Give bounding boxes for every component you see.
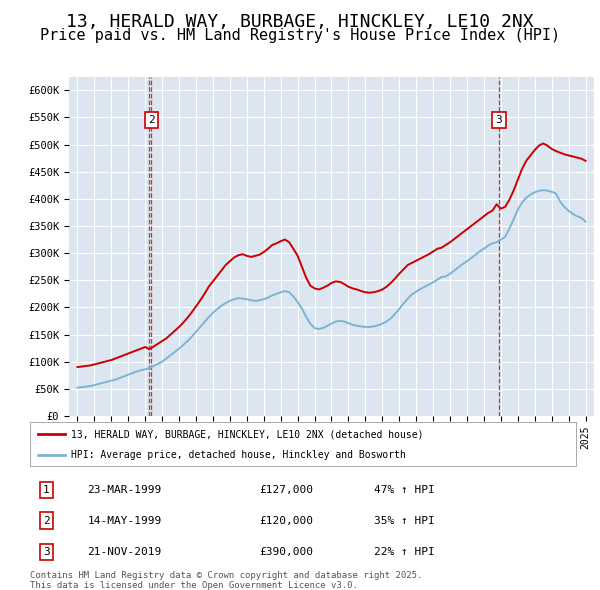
Text: 2: 2 (148, 115, 155, 125)
Text: 14-MAY-1999: 14-MAY-1999 (88, 516, 161, 526)
Text: 13, HERALD WAY, BURBAGE, HINCKLEY, LE10 2NX (detached house): 13, HERALD WAY, BURBAGE, HINCKLEY, LE10 … (71, 430, 424, 439)
Text: £390,000: £390,000 (259, 547, 313, 557)
Text: 1: 1 (43, 485, 50, 495)
Text: 35% ↑ HPI: 35% ↑ HPI (374, 516, 435, 526)
Text: Contains HM Land Registry data © Crown copyright and database right 2025.
This d: Contains HM Land Registry data © Crown c… (30, 571, 422, 590)
Text: Price paid vs. HM Land Registry's House Price Index (HPI): Price paid vs. HM Land Registry's House … (40, 28, 560, 43)
Text: £127,000: £127,000 (259, 485, 313, 495)
Text: 21-NOV-2019: 21-NOV-2019 (88, 547, 161, 557)
Text: 47% ↑ HPI: 47% ↑ HPI (374, 485, 435, 495)
Text: 13, HERALD WAY, BURBAGE, HINCKLEY, LE10 2NX: 13, HERALD WAY, BURBAGE, HINCKLEY, LE10 … (66, 13, 534, 31)
Text: 23-MAR-1999: 23-MAR-1999 (88, 485, 161, 495)
Text: HPI: Average price, detached house, Hinckley and Bosworth: HPI: Average price, detached house, Hinc… (71, 450, 406, 460)
Text: 2: 2 (43, 516, 50, 526)
Text: 3: 3 (43, 547, 50, 557)
Text: 22% ↑ HPI: 22% ↑ HPI (374, 547, 435, 557)
Text: 3: 3 (496, 115, 502, 125)
Text: £120,000: £120,000 (259, 516, 313, 526)
